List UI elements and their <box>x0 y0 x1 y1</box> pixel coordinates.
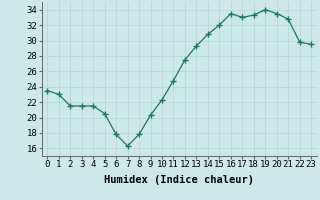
X-axis label: Humidex (Indice chaleur): Humidex (Indice chaleur) <box>104 175 254 185</box>
